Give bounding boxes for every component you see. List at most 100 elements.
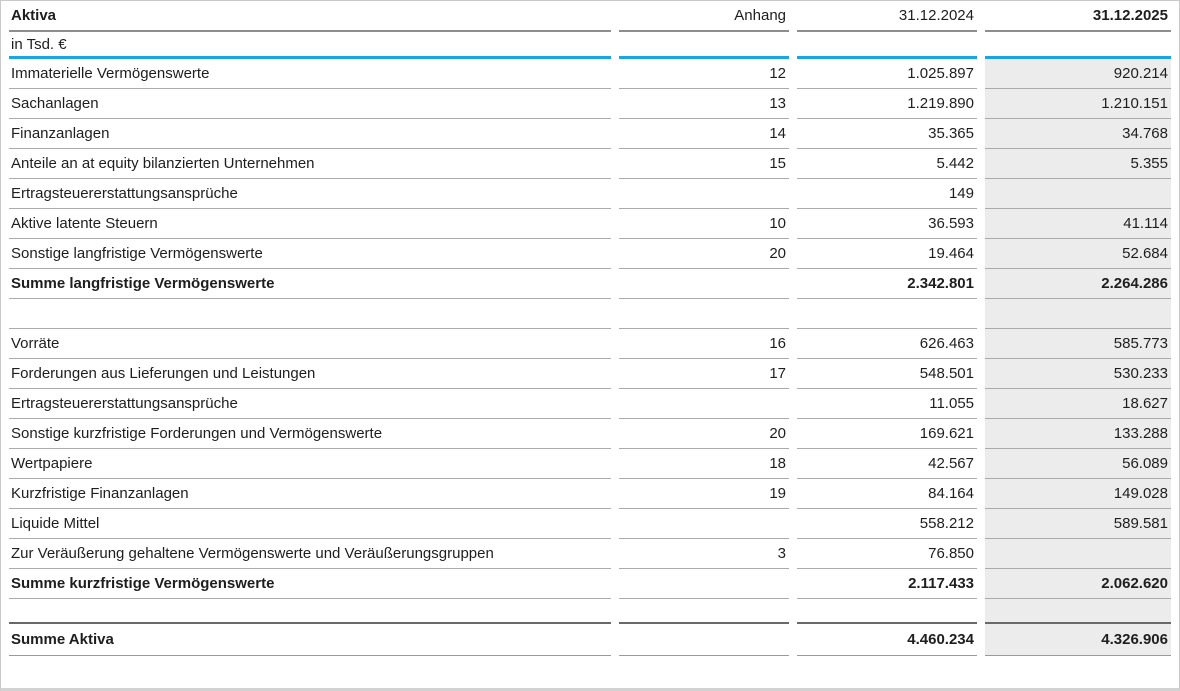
cell-2025: 589.581: [985, 509, 1171, 539]
cell-2025: 2.062.620: [985, 569, 1171, 599]
cell-2025: 52.684: [985, 239, 1171, 269]
table-row: Aktive latente Steuern 10 36.593 41.114: [9, 209, 1171, 239]
cell-2025: 585.773: [985, 329, 1171, 359]
unit-cell-2025: [985, 32, 1171, 59]
cell-anhang: [619, 179, 789, 209]
cell-2025: [985, 539, 1171, 569]
cell-2025: [985, 179, 1171, 209]
subtotal-row: Summe langfristige Vermögenswerte 2.342.8…: [9, 269, 1171, 299]
cell-2024: 2.342.801: [797, 269, 977, 299]
table-row: Finanzanlagen 14 35.365 34.768: [9, 119, 1171, 149]
cell-anhang: 12: [619, 59, 789, 89]
row-label: Anteile an at equity bilanzierten Untern…: [9, 149, 611, 179]
unit-cell-anhang: [619, 32, 789, 59]
row-label: Finanzanlagen: [9, 119, 611, 149]
column-header-aktiva: Aktiva: [9, 1, 611, 32]
unit-cell-2024: [797, 32, 977, 59]
cell-anhang: [619, 569, 789, 599]
cell-2024: 1.219.890: [797, 89, 977, 119]
row-label: Summe Aktiva: [9, 624, 611, 656]
row-label: Liquide Mittel: [9, 509, 611, 539]
cell-anhang: 18: [619, 449, 789, 479]
cell-anhang: [619, 624, 789, 656]
table-row: Sonstige langfristige Vermögenswerte 20 19…: [9, 239, 1171, 269]
table-row: Forderungen aus Lieferungen und Leistung…: [9, 359, 1171, 389]
row-label: Wertpapiere: [9, 449, 611, 479]
cell-2025: [985, 299, 1171, 329]
cell-2025: 34.768: [985, 119, 1171, 149]
cell-2024: 4.460.234: [797, 624, 977, 656]
cell-2025: 4.326.906: [985, 624, 1171, 656]
table-row: Vorräte 16 626.463 585.773: [9, 329, 1171, 359]
cell-2025: 41.114: [985, 209, 1171, 239]
unit-label: in Tsd. €: [9, 32, 611, 59]
cell-2024: 42.567: [797, 449, 977, 479]
cell-anhang: 10: [619, 209, 789, 239]
row-label: Summe kurzfristige Vermögenswerte: [9, 569, 611, 599]
table-row: Zur Veräußerung gehaltene Vermögenswerte…: [9, 539, 1171, 569]
table-row: Ertragsteuererstattungsansprüche 149: [9, 179, 1171, 209]
cell-2024: 548.501: [797, 359, 977, 389]
aktiva-table: Aktiva Anhang 31.12.2024 31.12.2025 in T…: [1, 1, 1179, 656]
cell-2024: 1.025.897: [797, 59, 977, 89]
table-row: Kurzfristige Finanzanlagen 19 84.164 149.02…: [9, 479, 1171, 509]
cell-2025: 149.028: [985, 479, 1171, 509]
row-label: Sonstige langfristige Vermögenswerte: [9, 239, 611, 269]
cell-anhang: 17: [619, 359, 789, 389]
cell-2024: 19.464: [797, 239, 977, 269]
cell-anhang: 20: [619, 419, 789, 449]
cell-anhang: 20: [619, 239, 789, 269]
cell-2024: 5.442: [797, 149, 977, 179]
table-row: Sonstige kurzfristige Forderungen und Ve…: [9, 419, 1171, 449]
cell-anhang: 13: [619, 89, 789, 119]
cell-2025: 56.089: [985, 449, 1171, 479]
cell-2024: 169.621: [797, 419, 977, 449]
cell-anhang: 14: [619, 119, 789, 149]
cell-2025: 920.214: [985, 59, 1171, 89]
cell-2024: 11.055: [797, 389, 977, 419]
grand-total-row: Summe Aktiva 4.460.234 4.326.906: [9, 624, 1171, 656]
table-row: Sachanlagen 13 1.219.890 1.210.151: [9, 89, 1171, 119]
column-header-2025: 31.12.2025: [985, 1, 1171, 32]
row-label: Sonstige kurzfristige Forderungen und Ve…: [9, 419, 611, 449]
cell-anhang: [619, 299, 789, 329]
cell-2024: 558.212: [797, 509, 977, 539]
row-label: Aktive latente Steuern: [9, 209, 611, 239]
cell-anhang: 19: [619, 479, 789, 509]
unit-row: in Tsd. €: [9, 32, 1171, 59]
row-label: Kurzfristige Finanzanlagen: [9, 479, 611, 509]
column-header-2024: 31.12.2024: [797, 1, 977, 32]
row-label: Summe langfristige Vermögenswerte: [9, 269, 611, 299]
row-label: Forderungen aus Lieferungen und Leistung…: [9, 359, 611, 389]
table-row: Anteile an at equity bilanzierten Untern…: [9, 149, 1171, 179]
subtotal-row: Summe kurzfristige Vermögenswerte 2.117.4…: [9, 569, 1171, 599]
row-label: Zur Veräußerung gehaltene Vermögenswerte…: [9, 539, 611, 569]
table-row: Liquide Mittel 558.212 589.581: [9, 509, 1171, 539]
cell-2024: 76.850: [797, 539, 977, 569]
row-label: Immaterielle Vermögenswerte: [9, 59, 611, 89]
cell-anhang: [619, 509, 789, 539]
cell-2025: 2.264.286: [985, 269, 1171, 299]
cell-2025: 18.627: [985, 389, 1171, 419]
cell-anhang: [619, 269, 789, 299]
cell-anhang: [619, 599, 789, 624]
cell-2024: [797, 299, 977, 329]
column-header-anhang: Anhang: [619, 1, 789, 32]
cell-2025: 133.288: [985, 419, 1171, 449]
row-label: [9, 599, 611, 624]
cell-2024: [797, 599, 977, 624]
cell-2024: 84.164: [797, 479, 977, 509]
spacer-row: [9, 299, 1171, 329]
row-label: Ertragsteuererstattungsansprüche: [9, 389, 611, 419]
row-label: [9, 299, 611, 329]
cell-anhang: [619, 389, 789, 419]
row-label: Sachanlagen: [9, 89, 611, 119]
cell-2024: 2.117.433: [797, 569, 977, 599]
spacer-row: [9, 599, 1171, 624]
cell-2024: 35.365: [797, 119, 977, 149]
row-label: Vorräte: [9, 329, 611, 359]
row-label: Ertragsteuererstattungsansprüche: [9, 179, 611, 209]
cell-2024: 626.463: [797, 329, 977, 359]
cell-2025: 5.355: [985, 149, 1171, 179]
